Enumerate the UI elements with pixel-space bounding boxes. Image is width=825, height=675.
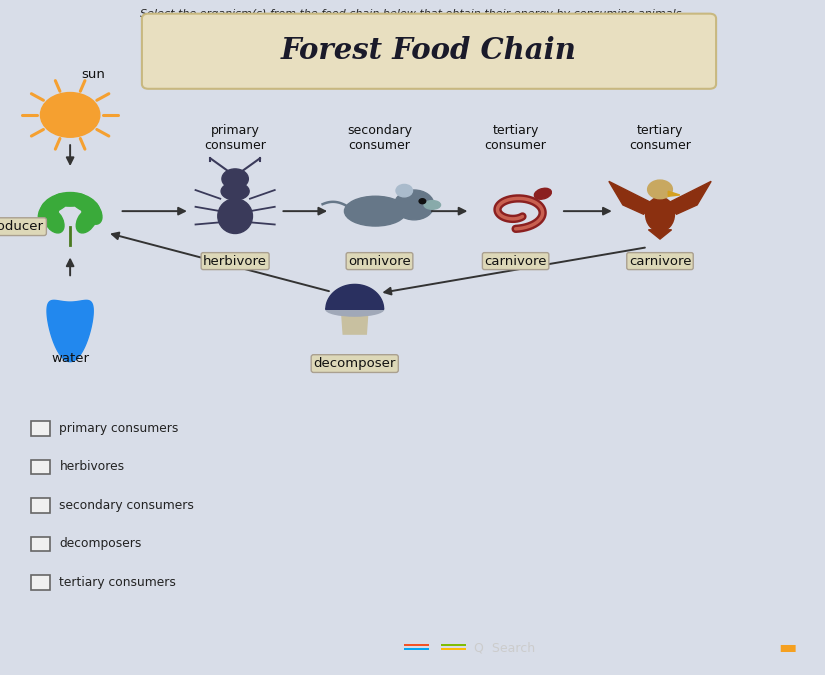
Polygon shape xyxy=(668,191,680,196)
Circle shape xyxy=(419,198,426,204)
Circle shape xyxy=(396,184,412,197)
Ellipse shape xyxy=(81,199,102,224)
Ellipse shape xyxy=(645,197,675,232)
Text: primary
consumer: primary consumer xyxy=(204,124,266,152)
Ellipse shape xyxy=(41,194,70,213)
Text: primary consumers: primary consumers xyxy=(59,422,179,435)
Ellipse shape xyxy=(221,182,249,200)
Polygon shape xyxy=(648,230,672,239)
Text: tertiary
consumer: tertiary consumer xyxy=(629,124,691,152)
Circle shape xyxy=(40,92,100,137)
Text: omnivore: omnivore xyxy=(348,254,411,267)
Polygon shape xyxy=(667,182,711,214)
Text: herbivore: herbivore xyxy=(203,254,267,267)
Text: carnivore: carnivore xyxy=(484,254,547,267)
Text: decomposer: decomposer xyxy=(314,357,396,370)
Polygon shape xyxy=(47,300,93,362)
Text: tertiary
consumer: tertiary consumer xyxy=(485,124,546,152)
Polygon shape xyxy=(342,310,368,334)
FancyBboxPatch shape xyxy=(31,575,50,590)
Text: Q  Search: Q Search xyxy=(474,641,535,655)
Text: tertiary consumers: tertiary consumers xyxy=(59,576,177,589)
Polygon shape xyxy=(609,182,653,214)
FancyBboxPatch shape xyxy=(142,14,716,89)
Text: herbivores: herbivores xyxy=(59,460,125,473)
Text: decomposers: decomposers xyxy=(59,537,142,551)
Ellipse shape xyxy=(38,199,59,224)
Text: secondary consumers: secondary consumers xyxy=(59,499,194,512)
Ellipse shape xyxy=(218,198,252,234)
Circle shape xyxy=(648,180,672,198)
FancyBboxPatch shape xyxy=(404,648,429,649)
Polygon shape xyxy=(326,284,384,309)
Text: sun: sun xyxy=(82,68,105,81)
Ellipse shape xyxy=(345,196,406,226)
Text: producer: producer xyxy=(0,220,44,233)
FancyBboxPatch shape xyxy=(441,648,466,649)
Circle shape xyxy=(394,190,434,220)
FancyBboxPatch shape xyxy=(31,498,50,513)
FancyBboxPatch shape xyxy=(31,537,50,551)
Ellipse shape xyxy=(424,200,441,209)
Ellipse shape xyxy=(535,188,551,199)
Ellipse shape xyxy=(76,208,97,233)
Ellipse shape xyxy=(326,302,384,316)
Text: ▬: ▬ xyxy=(779,639,797,657)
Text: secondary
consumer: secondary consumer xyxy=(347,124,412,152)
FancyBboxPatch shape xyxy=(31,460,50,475)
Circle shape xyxy=(222,169,248,189)
Text: Forest Food Chain: Forest Food Chain xyxy=(281,36,577,65)
Text: carnivore: carnivore xyxy=(629,254,691,267)
Text: water: water xyxy=(51,352,89,365)
Ellipse shape xyxy=(43,208,64,233)
FancyBboxPatch shape xyxy=(441,644,466,646)
Ellipse shape xyxy=(53,192,87,206)
Ellipse shape xyxy=(70,194,99,213)
Text: Select the organism(s) from the food chain below that obtain their energy by con: Select the organism(s) from the food cha… xyxy=(140,9,685,20)
FancyBboxPatch shape xyxy=(404,644,429,646)
FancyBboxPatch shape xyxy=(31,421,50,436)
